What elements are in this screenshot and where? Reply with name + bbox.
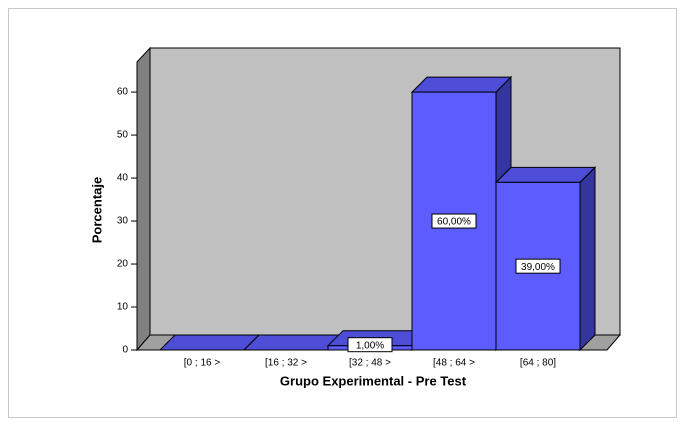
- y-tick-label: 10: [117, 302, 129, 313]
- value-label-box: [431, 213, 477, 229]
- y-tick-label: 20: [117, 259, 129, 270]
- bar-top: [158, 334, 261, 351]
- y-tick-label: 40: [117, 173, 129, 184]
- x-tick-label: [32 ; 48 >: [349, 358, 391, 369]
- bar-side: [579, 166, 596, 352]
- side-wall: [136, 46, 151, 352]
- value-label: 60,00%: [437, 217, 471, 228]
- y-tick-label: 60: [117, 87, 129, 98]
- bar-top: [410, 76, 513, 93]
- x-tick-label: [64 ; 80]: [520, 358, 556, 369]
- x-tick-label: [0 ; 16 >: [184, 358, 221, 369]
- x-axis-label: Grupo Experimental - Pre Test: [280, 373, 467, 388]
- value-label: 39,00%: [521, 262, 555, 273]
- bar-top: [494, 166, 597, 183]
- value-label-box: [347, 337, 393, 353]
- value-label: 1,00%: [356, 340, 384, 351]
- y-tick-label: 0: [122, 345, 128, 356]
- y-axis-label: Porcentaje: [89, 177, 104, 243]
- x-tick-label: [16 ; 32 >: [265, 358, 307, 369]
- x-tick-label: [48 ; 64 >: [433, 358, 475, 369]
- value-label-box: [515, 258, 561, 274]
- y-tick-label: 50: [117, 130, 129, 141]
- y-tick-label: 30: [117, 216, 129, 227]
